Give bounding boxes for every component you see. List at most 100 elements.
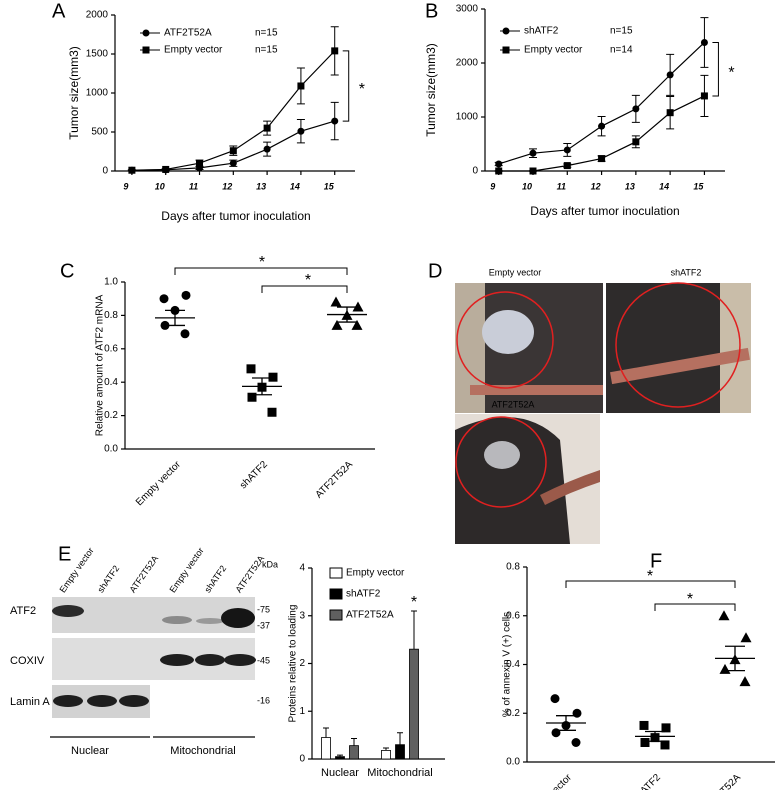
legend-swatch (329, 588, 343, 600)
significance-bracket (174, 267, 348, 275)
legend-n: n=15 (610, 26, 633, 37)
y-tick-label: 1000 (456, 112, 479, 123)
point (263, 145, 271, 153)
point (719, 663, 731, 674)
x-tick-label: Empty vector (525, 772, 575, 790)
point (297, 82, 305, 90)
legend-label: ATF2T52A (164, 28, 212, 39)
x-tick-label: 11 (557, 181, 566, 191)
point (739, 676, 751, 687)
x-tick-label: shATF2 (238, 459, 270, 491)
western-blot: E ATF2 COXIV Lamin A kDa -75 -37 -45 -16… (10, 543, 278, 757)
band (52, 605, 84, 617)
band (162, 616, 192, 624)
point (331, 117, 339, 125)
point (660, 740, 670, 750)
point (640, 738, 650, 747)
y-tick-label: 500 (91, 127, 108, 138)
tail (540, 470, 600, 505)
chart-dot: C 0.0 0.2 0.4 0.6 0.8 1.0 Relative amount of AT… (60, 254, 375, 508)
y-tick-label: 0.8 (506, 562, 520, 573)
band (87, 695, 117, 707)
legend-label: Empty vector (524, 45, 583, 56)
legend-marker (142, 29, 150, 37)
legend-marker (142, 46, 150, 54)
point (267, 407, 277, 417)
mouse (455, 417, 570, 544)
y-tick-label: 0.8 (104, 310, 118, 321)
point (180, 329, 190, 339)
x-tick-label: 15 (324, 181, 335, 191)
bar (335, 756, 345, 760)
point (666, 109, 674, 117)
sem-bar (556, 715, 576, 731)
x-tick-label: Empty vector (134, 459, 184, 509)
point (598, 155, 606, 163)
point (229, 159, 237, 167)
fraction-label: Mitochondrial (170, 745, 235, 757)
y-tick-label: 3 (299, 610, 305, 621)
bar (395, 744, 405, 760)
x-tick-label: 13 (625, 181, 635, 191)
point (666, 71, 674, 79)
point (196, 159, 204, 167)
size-marker: -45 (257, 655, 270, 665)
point (598, 122, 606, 130)
sem-bar (337, 306, 357, 323)
x-tick-label: ATF2T52A (702, 772, 744, 790)
point (246, 364, 256, 374)
y-tick-label: 0.2 (506, 708, 520, 719)
point (128, 166, 136, 174)
y-axis-label: % of annexin V (+) cells (502, 612, 513, 717)
y-tick-label: 0 (299, 754, 305, 765)
point (268, 372, 278, 382)
y-tick-label: 3000 (456, 4, 479, 15)
y-tick-label: 0.4 (506, 659, 520, 670)
bar (349, 745, 359, 760)
point (297, 127, 305, 135)
error-bar (351, 737, 357, 746)
x-axis-label: Days after tumor inoculation (161, 209, 310, 223)
point (571, 738, 581, 747)
x-tick-label: 10 (155, 181, 165, 191)
size-marker: -37 (257, 620, 270, 630)
y-axis-label: Tumor size(mm3) (424, 43, 438, 137)
sem-bar (252, 377, 272, 396)
legend-n: n=15 (255, 45, 278, 56)
point (572, 708, 582, 718)
chart-bar: 0 1 2 3 4 Proteins relative to loading Nuclear… (288, 563, 445, 779)
point (181, 290, 191, 300)
y-tick-label: 0.4 (104, 377, 118, 388)
bar (409, 648, 419, 760)
annotation: * (647, 568, 653, 585)
y-tick-label: 0.6 (104, 343, 118, 354)
x-tick-label: 11 (189, 181, 198, 191)
x-tick-label: 14 (659, 181, 669, 191)
highlight (455, 416, 547, 508)
chart-line: B 0 1000 2000 3000 Tumor size(mm3) 9 10 11 12 13 14… (424, 0, 734, 218)
photo-panel: D Empty vector shATF2 ATF2T52A (428, 260, 751, 544)
significance-bracket (712, 41, 719, 97)
error-bar (323, 727, 329, 738)
legend-marker (502, 46, 510, 54)
point (632, 138, 640, 146)
legend-n: n=15 (255, 28, 278, 39)
legend-label: ATF2T52A (346, 610, 394, 621)
sem-bar (165, 309, 185, 327)
point (529, 149, 537, 157)
tumor (482, 310, 534, 354)
tail (470, 385, 603, 395)
y-tick-label: 0.2 (104, 410, 118, 421)
annotation: * (359, 81, 365, 98)
y-tick-label: 1000 (86, 88, 109, 99)
band (224, 654, 256, 666)
lane-label: shATF2 (202, 564, 228, 595)
annotation: * (687, 591, 693, 608)
legend-swatch (329, 609, 343, 621)
x-tick-label: 12 (222, 181, 232, 191)
y-axis-label: Tumor size(mm3) (67, 46, 81, 140)
size-marker: -75 (257, 604, 270, 614)
point (351, 319, 363, 330)
photo-bg (720, 283, 751, 413)
